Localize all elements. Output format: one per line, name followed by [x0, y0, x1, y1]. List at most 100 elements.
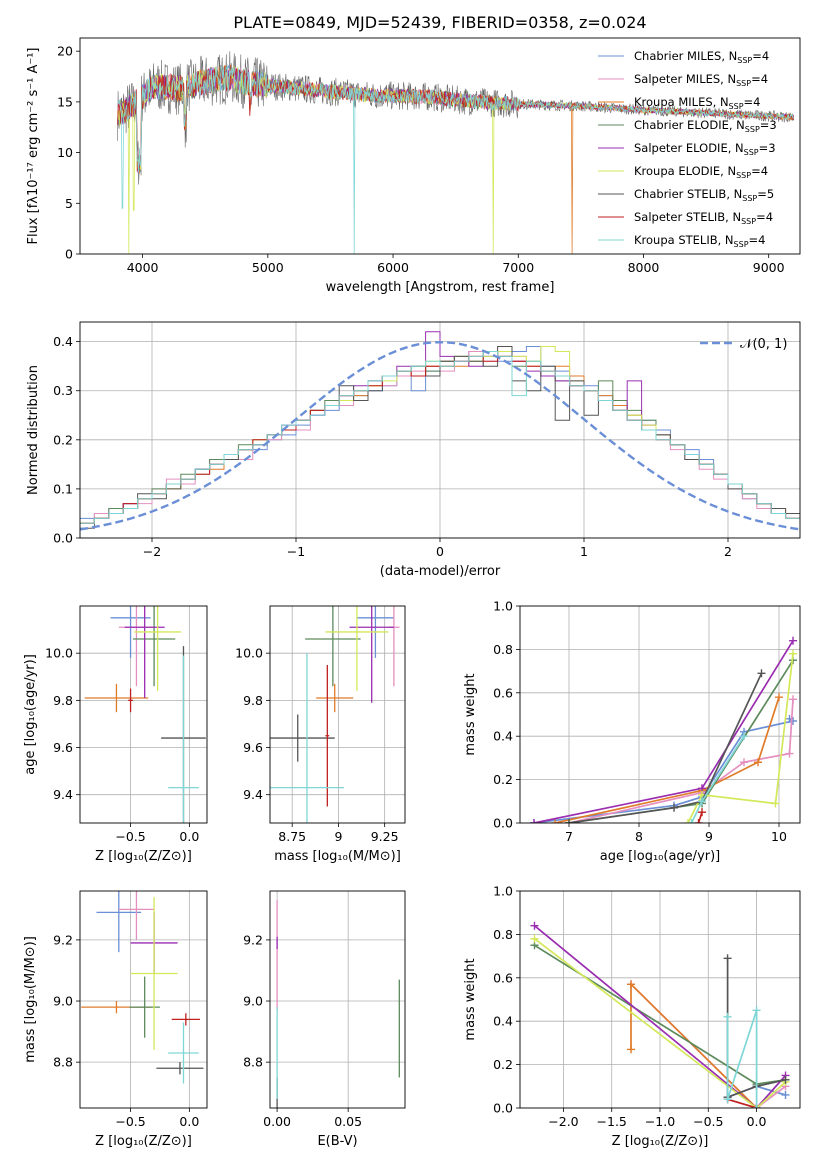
x-axis-label: mass [log₁₀(M/M⊙)]	[274, 849, 401, 864]
mw-line-chabrier-stelib	[568, 672, 763, 823]
massweight_vs_Z-plot-area	[520, 891, 800, 1108]
normal-legend-label: 𝒩(0, 1)	[740, 337, 787, 352]
y-tick-label: 10.0	[235, 646, 263, 661]
x-tick-label: 7	[565, 829, 573, 844]
mw-marker-kroupa-miles	[627, 980, 636, 989]
x-tick-label: 0	[436, 544, 444, 559]
y-tick-label: 0.6	[493, 970, 513, 985]
spectrum-line-kroupa-stelib	[117, 65, 794, 254]
x-tick-label: 0.0	[179, 1114, 199, 1129]
legend-sub: SSP	[736, 79, 751, 88]
mw-marker-salpeter-stelib	[694, 819, 703, 823]
mw-line-kroupa-miles	[554, 696, 780, 823]
legend-count: =5	[757, 187, 774, 201]
spectrum-plot-area	[117, 51, 795, 254]
y-tick-label: 15	[57, 94, 73, 109]
mw-marker-salpeter-elodie	[530, 819, 538, 823]
mw-line-kroupa-elodie	[533, 938, 787, 1108]
mw-marker-kroupa-stelib	[752, 1006, 761, 1015]
legend-sub: SSP	[737, 56, 752, 65]
age_vs_Z-panel: −0.5 0.0 9.4 9.6 9.8 10.0 Z [log₁₀(Z/Z⊙)] age […	[23, 605, 208, 864]
mw-marker-salpeter-stelib	[698, 808, 706, 817]
mw-marker-kroupa-elodie	[530, 934, 539, 943]
mw-marker-kroupa-miles	[551, 819, 559, 823]
y-tick-label: 0.6	[493, 685, 513, 700]
age_vs_mass-panel: 8.75 9 9.25 9.4 9.6 9.8 10.0 mass [log₁₀(M/M⊙)]	[235, 605, 406, 864]
x-tick-label: 10	[771, 829, 787, 844]
x-tick-label: 8	[635, 829, 643, 844]
y-tick-label: 8.8	[243, 1055, 263, 1070]
mw-marker-chabrier-stelib	[723, 954, 732, 963]
mw-marker-chabrier-stelib	[565, 819, 573, 823]
residuals-plot-area	[80, 322, 800, 538]
y-tick-label: 0.8	[493, 927, 513, 942]
x-axis-label: Z [log₁₀(Z/Z⊙)]	[95, 849, 192, 864]
mw-marker-salpeter-miles	[740, 758, 748, 767]
y-axis-label: mass [log₁₀(M/M⊙)]	[23, 936, 38, 1063]
age_vs_mass-plot-area	[270, 606, 405, 823]
y-axis-label: Normed distribution	[26, 365, 41, 495]
y-axis-label: mass weight	[463, 958, 478, 1040]
mw-line-kroupa-elodie	[687, 653, 794, 823]
y-tick-label: 9.4	[53, 787, 73, 802]
mw-marker-chabrier-miles	[781, 1090, 790, 1099]
x-tick-label: 8000	[628, 260, 660, 275]
y-tick-label: 9.0	[53, 994, 73, 1009]
legend-count: =3	[759, 141, 776, 155]
legend-sub: SSP	[744, 148, 759, 157]
x-axis-label: wavelength [Angstrom, rest frame]	[326, 280, 555, 295]
y-tick-label: 9.0	[243, 994, 263, 1009]
x-tick-label: 9	[334, 829, 342, 844]
y-tick-label: 10	[57, 145, 73, 160]
axes-frame	[79, 37, 801, 255]
y-tick-label: 0.4	[493, 729, 513, 744]
x-tick-label: 9.25	[371, 829, 399, 844]
y-tick-label: 0.2	[53, 432, 73, 447]
x-tick-label: 1	[580, 544, 588, 559]
y-tick-label: 10.0	[45, 646, 73, 661]
x-tick-label: −1.5	[597, 1114, 627, 1129]
x-tick-label: 9	[705, 829, 713, 844]
x-tick-label: 7000	[502, 260, 534, 275]
axes-frame	[519, 605, 801, 824]
legend-label: Salpeter ELODIE, NSSP=3	[634, 141, 776, 157]
legend-count: =3	[760, 118, 777, 132]
x-axis-label: age [log₁₀(age/yr)]	[600, 849, 721, 864]
x-tick-label: 2	[724, 544, 732, 559]
mw-marker-kroupa-miles	[754, 758, 762, 767]
x-tick-label: 9000	[753, 260, 785, 275]
x-tick-label: −0.5	[115, 1114, 145, 1129]
mw-line-salpeter-elodie	[533, 640, 794, 823]
legend-sub: SSP	[741, 217, 756, 226]
x-tick-label: 6000	[377, 260, 409, 275]
y-tick-label: 0.4	[493, 1014, 513, 1029]
mw-marker-salpeter-miles	[785, 749, 794, 758]
age_vs_Z-plot-area	[80, 606, 207, 823]
y-tick-label: 9.4	[243, 787, 263, 802]
y-tick-label: 0.0	[493, 1101, 513, 1116]
x-tick-label: 5000	[252, 260, 284, 275]
spectrum-legend: Chabrier MILES, NSSP=4 Salpeter MILES, NS…	[598, 49, 777, 249]
spectrum-line-kroupa-miles	[117, 64, 795, 254]
x-tick-label: −1	[287, 544, 305, 559]
y-tick-label: 0	[65, 247, 73, 262]
x-tick-label: 0.0	[179, 829, 199, 844]
mw-marker-kroupa-miles	[627, 1045, 636, 1054]
y-tick-label: 1.0	[493, 599, 513, 614]
legend-label: Salpeter MILES, NSSP=4	[634, 72, 768, 88]
legend-count: =4	[751, 164, 768, 178]
massweight_vs_age-panel: 7 8 9 10 0.0 0.2 0.4 0.6 0.8 1.0 age [log₁₀(age/yr…	[463, 599, 801, 864]
legend-count: =4	[752, 49, 769, 63]
mw-line-kroupa-miles	[630, 982, 758, 1108]
y-tick-label: 0.0	[493, 816, 513, 831]
mw-line-salpeter-elodie	[533, 925, 787, 1108]
axes-frame	[79, 321, 801, 539]
spectrum-line-salpeter-stelib	[117, 65, 795, 171]
y-tick-label: 9.6	[53, 740, 73, 755]
legend-label: Kroupa STELIB, NSSP=4	[634, 233, 765, 249]
y-tick-label: 9.6	[243, 740, 263, 755]
y-tick-label: 20	[57, 44, 73, 59]
mw-line-kroupa-stelib	[726, 1010, 758, 1108]
mw-marker-chabrier-stelib	[757, 669, 766, 678]
